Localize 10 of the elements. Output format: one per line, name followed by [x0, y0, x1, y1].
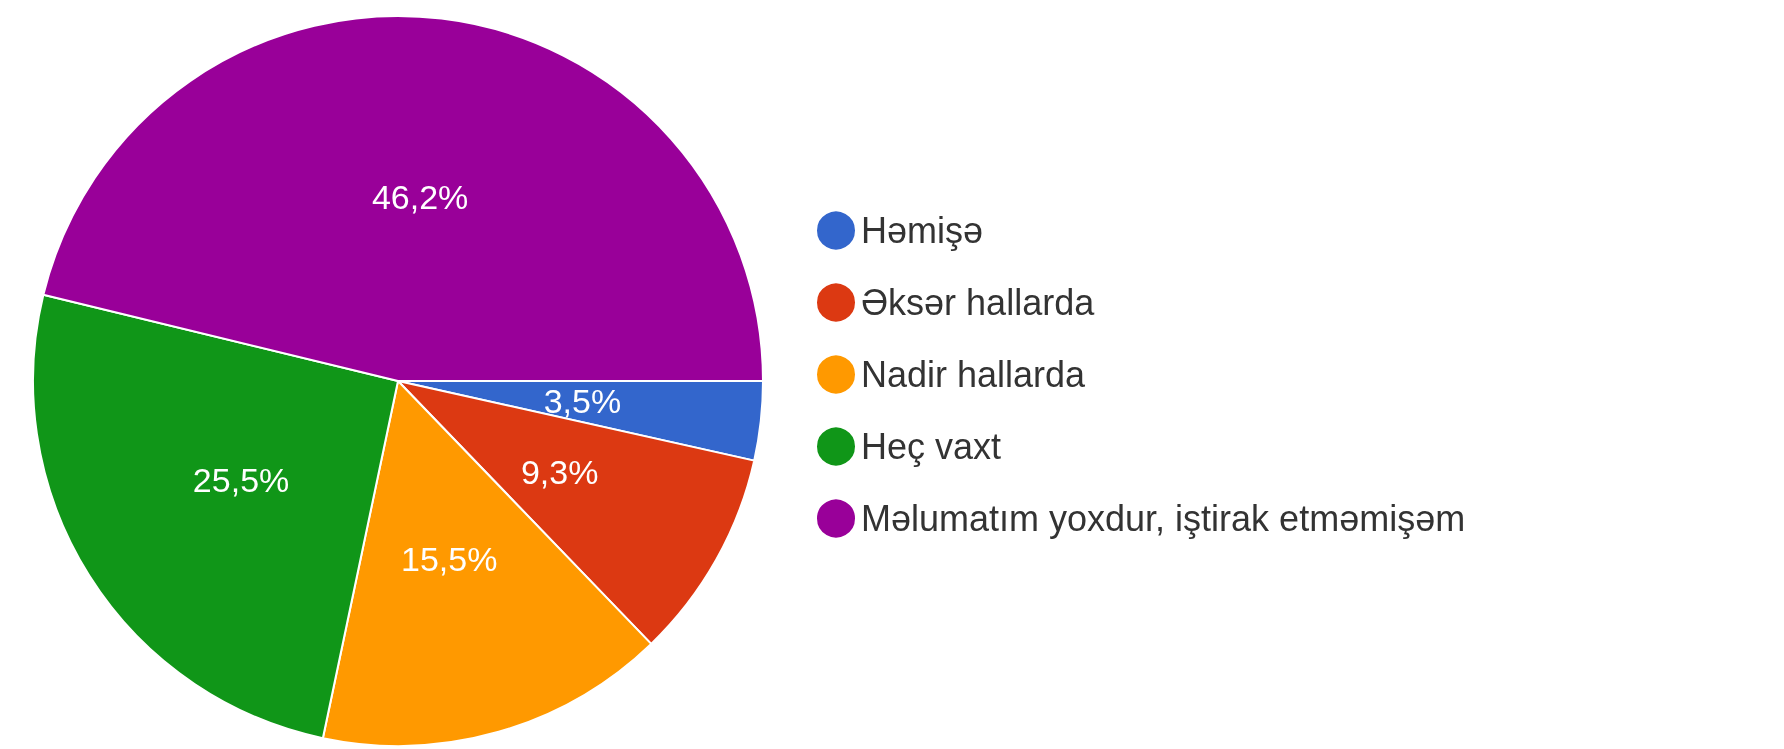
data-label: 9,3% [520, 452, 599, 491]
data-label: 25,5% [192, 460, 290, 499]
data-label: 15,5% [400, 540, 498, 579]
data-label: 3,5% [543, 382, 622, 421]
legend-label: Həmişə [861, 210, 984, 251]
data-label: 46,2% [371, 177, 469, 216]
legend-label: Nadir hallarda [861, 354, 1087, 395]
legend-label: Məlumatım yoxdur, iştirak etməmişəm [861, 498, 1466, 539]
legend-label: Heç vaxt [861, 426, 1002, 467]
legend-label: Əksər hallarda [861, 282, 1096, 323]
